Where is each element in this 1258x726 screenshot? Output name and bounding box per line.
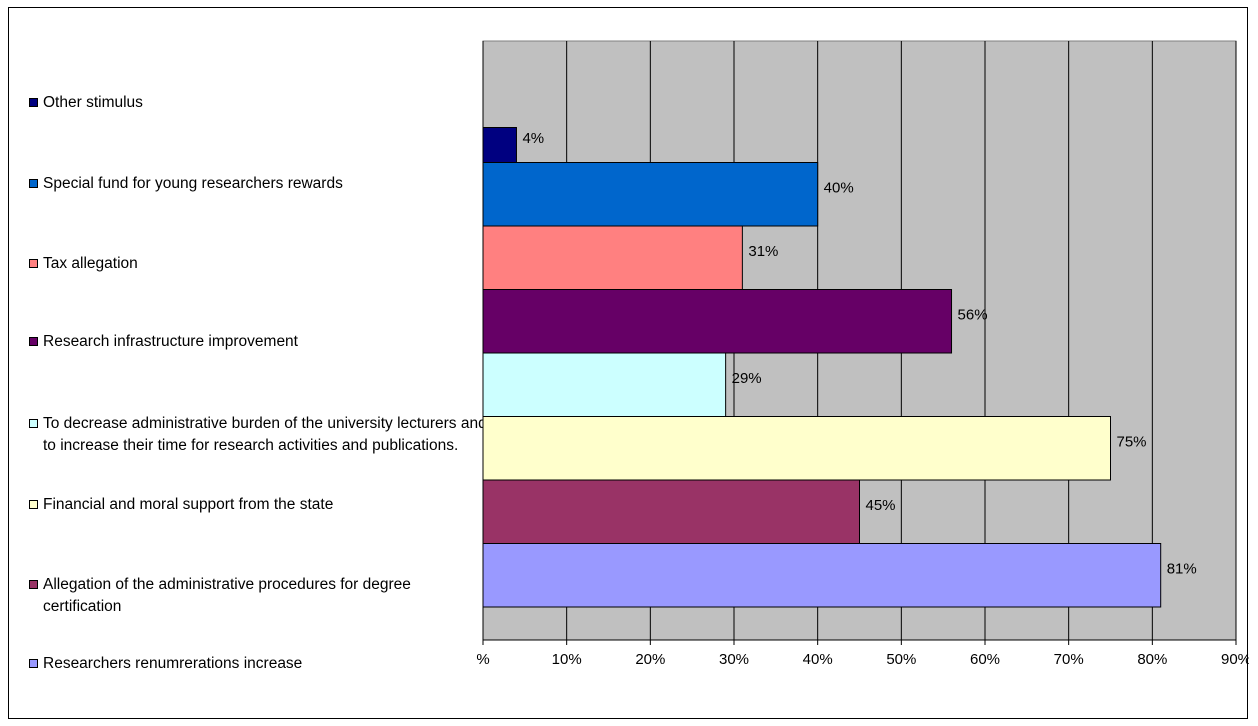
data-label: 75% [1117,433,1147,450]
legend-item: Special fund for young researchers rewar… [29,173,493,195]
legend-swatch [29,98,38,107]
data-label: 56% [958,306,988,323]
x-tick-label: 40% [803,651,833,668]
legend-item: Financial and moral support from the sta… [29,494,493,516]
legend-label: Research infrastructure improvement [43,333,298,350]
legend-label: To decrease administrative burden of the… [43,415,487,454]
x-tick-label: 10% [552,651,582,668]
data-label: 40% [824,179,854,196]
legend-swatch [29,179,38,188]
data-label: 81% [1167,560,1197,577]
bar [482,416,1111,481]
bar [482,352,727,417]
x-tick-label: 80% [1137,651,1167,668]
bar [482,162,819,227]
bar [482,479,860,544]
x-tick-label: 60% [970,651,1000,668]
x-tick-label: 30% [719,651,749,668]
legend-label: Financial and moral support from the sta… [43,496,334,513]
legend-item: To decrease administrative burden of the… [29,413,493,457]
legend-item: Research infrastructure improvement [29,331,493,353]
legend-swatch [29,500,38,509]
data-label: 29% [732,370,762,387]
chart-frame: Other stimulus Special fund for young res… [8,7,1249,720]
data-label: 45% [866,497,896,514]
legend-item: Other stimulus [29,92,493,114]
bar-chart: % 10% 20% 30% 40% 50% 60% 70% 80% 90% 81% 45% 75% 29%… [476,40,1249,668]
bar [482,127,517,163]
x-tick-label: 20% [635,651,665,668]
chart-legend: Other stimulus Special fund for young res… [9,8,489,720]
x-tick-label: % [476,651,489,668]
legend-item: Tax allegation [29,253,493,275]
bar [482,289,953,354]
legend-label: Other stimulus [43,94,143,111]
data-label: 31% [748,243,778,260]
legend-label: Researchers renumrerations increase [43,655,303,672]
legend-item: Allegation of the administrative procedu… [29,574,493,618]
legend-label: Special fund for young researchers rewar… [43,175,343,192]
legend-label: Tax allegation [43,255,138,272]
legend-item: Researchers renumrerations increase [29,653,493,675]
data-label: 4% [522,130,544,147]
x-tick-label: 70% [1054,651,1084,668]
legend-swatch [29,419,38,428]
legend-swatch [29,580,38,589]
legend-swatch [29,659,38,668]
legend-label: Allegation of the administrative procedu… [43,576,411,615]
legend-swatch [29,337,38,346]
legend-swatch [29,259,38,268]
x-tick-label: 90% [1221,651,1249,668]
bar [482,225,743,290]
x-tick-label: 50% [886,651,916,668]
bar [482,543,1162,608]
